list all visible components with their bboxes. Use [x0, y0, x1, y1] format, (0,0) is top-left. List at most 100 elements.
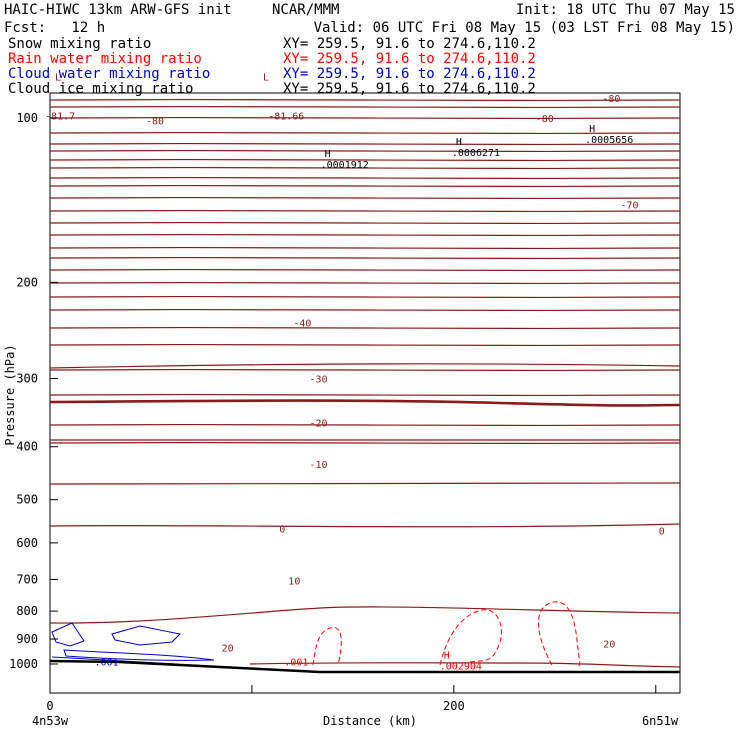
- temperature-contours: [49, 98, 681, 668]
- field-name-snow: Snow mixing ratio: [8, 36, 151, 52]
- isotherm-line: [49, 368, 681, 372]
- field-name-cloud-water: Cloud water mixing ratio: [8, 66, 210, 82]
- isotherm-line: [49, 105, 681, 109]
- isotherm-line: [49, 246, 681, 250]
- y-tick-label: 200: [16, 275, 38, 289]
- y-tick-label: 500: [16, 493, 38, 507]
- isotherm-line: [49, 439, 681, 441]
- isotherm-line: [49, 423, 681, 427]
- isotherm-line: [49, 131, 681, 135]
- init-time: Init: 18 UTC Thu 07 May 15: [516, 2, 735, 18]
- forecast-hour: Fcst: 12 h: [4, 20, 105, 36]
- temperature-contour-label: -10: [310, 460, 328, 471]
- temperature-contour-label: 20: [603, 639, 615, 650]
- y-axis-label: Pressure (hPa): [3, 344, 17, 445]
- isotherm-line: [49, 281, 681, 285]
- temperature-contour-label: -80: [602, 94, 620, 105]
- y-tick-label: 600: [16, 536, 38, 550]
- isotherm-line: [49, 363, 681, 369]
- high-center-value: .0001912: [321, 160, 369, 171]
- temperature-contour-label: -40: [293, 319, 311, 330]
- y-tick-label: 400: [16, 440, 38, 454]
- rain-contour-label: .001: [284, 657, 308, 668]
- terrain-surface: [49, 659, 680, 674]
- isotherm-line: [49, 295, 681, 299]
- rain-water-contours: [312, 601, 581, 669]
- isotherm-line: [49, 326, 681, 330]
- isotherm-line: [49, 149, 681, 153]
- field-xy-cloud-water: XY= 259.5, 91.6 to 274.6,110.2: [283, 66, 536, 82]
- cloud-water-contours: [51, 622, 215, 665]
- terrain-line: [49, 659, 680, 674]
- temperature-contour-label: 0: [279, 525, 285, 536]
- cloud-water-contour-label: .001: [94, 658, 118, 669]
- temperature-contour-label: -20: [310, 418, 328, 429]
- isotherm-line: [49, 523, 681, 528]
- x-tick-label: 200: [443, 699, 465, 713]
- isotherm-line: [49, 176, 681, 180]
- figure-header: HAIC-HIWC 13km ARW-GFS init NCAR/MMM Ini…: [4, 2, 735, 97]
- y-tick-label: 900: [16, 632, 38, 646]
- y-axis: 100 200 300 400 500 600 700 800 900 1000: [9, 111, 58, 671]
- isotherm-line-zero: [49, 399, 681, 407]
- high-center-value: .002904: [440, 661, 482, 672]
- isotherm-line: [49, 268, 681, 272]
- low-center-marker: L: [263, 73, 269, 84]
- y-tick-label: 800: [16, 604, 38, 618]
- field-xy-snow: XY= 259.5, 91.6 to 274.6,110.2: [283, 36, 536, 52]
- isotherm-line: [49, 209, 681, 213]
- field-xy-cloud-ice: XY= 259.5, 91.6 to 274.6,110.2: [283, 81, 536, 97]
- high-center-value: .0005656: [585, 135, 633, 146]
- rain-water-contour: [439, 609, 502, 666]
- high-center-marker: H: [325, 149, 331, 160]
- high-center-value: .0006271: [452, 148, 500, 159]
- isotherm-line: [49, 482, 681, 485]
- valid-time: Valid: 06 UTC Fri 08 May 15 (03 LST Fri …: [314, 20, 735, 36]
- isotherm-line: [49, 196, 681, 200]
- isotherm-line: [49, 98, 681, 102]
- low-center-marker: L: [55, 73, 61, 84]
- isotherm-line: [49, 343, 681, 347]
- model-title: HAIC-HIWC 13km ARW-GFS init: [4, 2, 232, 18]
- contour-annotations: -81.7 -81.66 -80 -80 -80 -70 -40 -30 -20 -10 0 0 10 2…: [45, 73, 665, 673]
- field-name-rain: Rain water mixing ratio: [8, 51, 202, 67]
- y-tick-label: 700: [16, 572, 38, 586]
- isotherm-line: [49, 158, 681, 162]
- isotherm-line: [49, 184, 681, 188]
- temperature-contour-label: 10: [288, 576, 300, 587]
- plot-frame: [49, 92, 681, 694]
- field-name-cloud-ice: Cloud ice mixing ratio: [8, 81, 193, 97]
- x-tick-label: 0: [46, 699, 53, 713]
- temperature-contour-label: -80: [146, 116, 164, 127]
- isotherm-line-low: [249, 662, 681, 668]
- high-center-marker: H: [456, 137, 462, 148]
- y-tick-label: 300: [16, 372, 38, 386]
- temperature-contour-label: -80: [536, 114, 554, 125]
- x-axis: 0 200: [46, 685, 657, 713]
- temperature-contour-label: -81.7: [45, 112, 75, 123]
- high-center-marker: H: [589, 124, 595, 135]
- isotherm-line: [49, 308, 681, 312]
- field-xy-rain: XY= 259.5, 91.6 to 274.6,110.2: [283, 51, 536, 67]
- isotherm-line: [49, 116, 681, 120]
- x-axis-label: Distance (km): [323, 714, 417, 728]
- isotherm-line: [49, 393, 681, 397]
- high-center-marker: H: [444, 650, 450, 661]
- isotherm-line: [49, 142, 681, 146]
- isotherm-line: [49, 233, 681, 237]
- y-tick-label: 100: [16, 111, 38, 125]
- cloud-water-contour: [51, 622, 85, 647]
- cloud-water-contour: [111, 625, 182, 646]
- left-endpoint-label: 4n53w: [32, 714, 69, 728]
- rain-water-contour: [312, 626, 342, 666]
- temperature-contour-label: -70: [620, 200, 638, 211]
- isotherm-line: [49, 256, 681, 260]
- rain-water-contour: [537, 601, 581, 669]
- temperature-contour-label: 0: [659, 526, 665, 537]
- temperature-contour-label: -81.66: [268, 112, 304, 123]
- isotherm-line: [49, 166, 681, 170]
- center-name: NCAR/MMM: [272, 2, 339, 18]
- isotherm-line-twenty: [49, 606, 681, 624]
- right-endpoint-label: 6n51w: [642, 714, 679, 728]
